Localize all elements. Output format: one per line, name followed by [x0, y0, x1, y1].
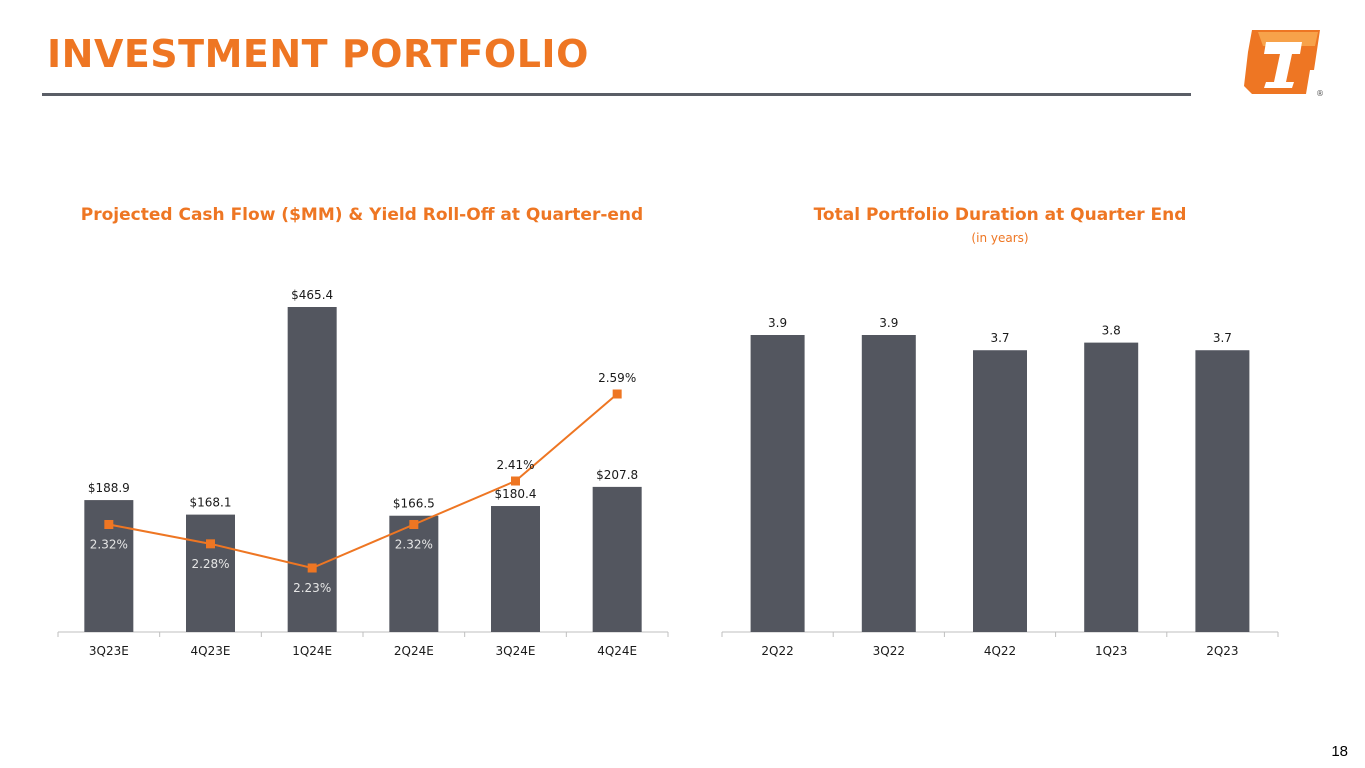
duration-bar	[973, 350, 1027, 632]
page-number: 18	[1331, 743, 1348, 760]
duration-bar-label: 3.8	[1102, 324, 1121, 338]
duration-chart: 3.9 2Q22 3.9 3Q22 3.7 4Q22 3.8 1Q23 3.7 2Q23	[0, 0, 1365, 768]
duration-bar-label: 3.7	[1213, 331, 1232, 345]
duration-bar	[1195, 350, 1249, 632]
duration-bar	[862, 335, 916, 632]
duration-bar-label: 3.7	[990, 331, 1009, 345]
duration-category-label: 4Q22	[984, 644, 1016, 658]
duration-bar	[751, 335, 805, 632]
duration-category-label: 2Q23	[1206, 644, 1238, 658]
duration-bar	[1084, 343, 1138, 632]
duration-category-label: 1Q23	[1095, 644, 1127, 658]
duration-category-label: 3Q22	[873, 644, 905, 658]
duration-bar-label: 3.9	[879, 316, 898, 330]
duration-bar-label: 3.9	[768, 316, 787, 330]
duration-category-label: 2Q22	[761, 644, 793, 658]
